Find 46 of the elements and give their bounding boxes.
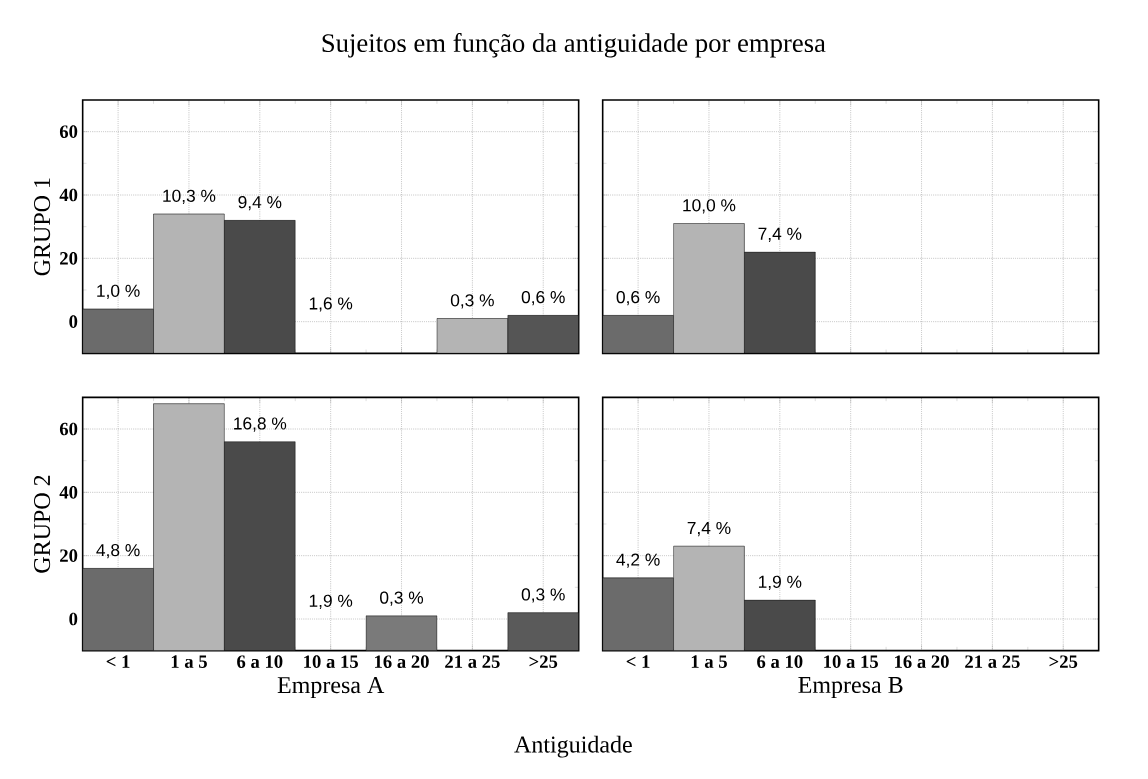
y-tick-label: 60 [59,422,78,436]
annotation: 0,6 % [521,291,565,306]
x-tick-label: 1 a 5 [171,655,207,669]
x-tick-label: 6 a 10 [237,655,283,669]
annotation: 0,3 % [450,294,494,309]
annotation: 7,4 % [687,522,731,537]
x-tick-label: >25 [1049,655,1078,669]
y-tick-label: 20 [60,549,78,563]
annotation: 1,0 % [97,284,140,300]
y-tick-label: 40 [59,188,78,202]
y-tick-label: 0 [69,612,78,626]
x-tick-label: 1 a 5 [691,655,727,669]
annotation: 0,3 % [380,591,424,606]
bar [507,612,579,651]
x-axis-title: Empresa A [277,677,385,699]
annotation: 10,0 % [683,199,736,214]
x-tick-label: 10 a 15 [304,655,358,669]
x-tick-label: < 1 [626,655,650,668]
chart-title: Sujeitos em função da antiguidade por empresa [322,33,826,58]
x-tick-label: 10 a 15 [824,655,878,669]
annotation: 7,4 % [758,227,802,243]
annotation: 10,3 % [163,189,216,205]
annotation: 4,8 % [96,544,140,559]
annotation: 4,2 % [616,553,660,568]
text: Antiguidade [514,735,632,758]
y-tick-label: 60 [59,125,78,139]
x-tick-label: 21 a 25 [445,655,500,669]
y-tick-label: 0 [69,315,78,329]
y-axis-title: GRUPO 2 [34,475,51,573]
x-tick-label: 6 a 10 [757,655,803,669]
y-tick-label: 40 [59,486,78,499]
x-tick-label: 21 a 25 [965,655,1020,669]
annotation: 0,3 % [521,588,565,603]
annotation: 1,6 % [309,297,353,312]
x-axis-title: Empresa B [798,677,903,699]
annotation: 1,9 % [758,575,802,591]
x-tick-label: 16 a 20 [375,655,429,669]
annotation: 9,4 % [238,196,282,211]
x-tick-label: < 1 [106,655,130,668]
y-tick-label: 20 [60,252,78,265]
annotation: 0,6 % [616,291,660,306]
x-tick-label: >25 [529,655,558,669]
annotation: 1,9 % [309,594,353,610]
y-axis-title: GRUPO 1 [34,178,51,276]
x-tick-label: 16 a 20 [895,655,949,669]
annotation: 16,8 % [234,417,287,432]
